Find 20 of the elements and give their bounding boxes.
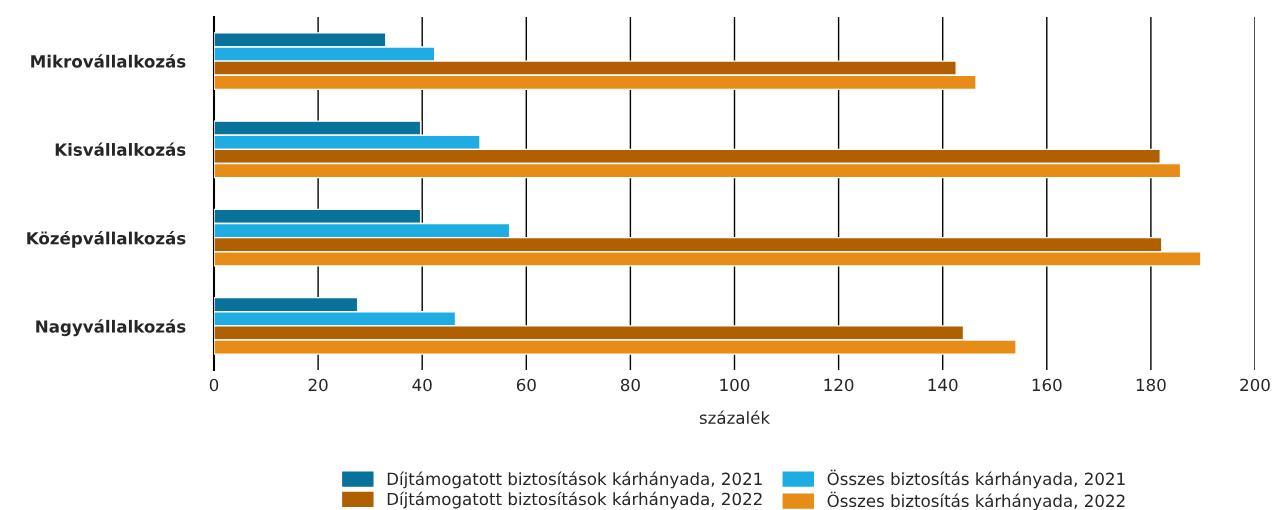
x-axis-title: százalék (699, 410, 771, 425)
legend-label: Díjtámogatott biztosítások kárhányada, 2022 (387, 491, 762, 509)
x-tick-label: 20 (308, 378, 328, 392)
y-tick-label: Mikrovállalkozás (31, 54, 186, 68)
legend-label: Díjtámogatott biztosítások kárhányada, 2021 (387, 471, 762, 489)
x-tick-label: 40 (412, 378, 432, 392)
y-tick-label: Nagyvállalkozás (36, 319, 186, 337)
legend-label: Összes biztosítás kárhányada, 2021 (827, 469, 1125, 489)
x-tick-label: 160 (1032, 378, 1062, 392)
legend-label: Összes biztosítás kárhányada, 2022 (827, 491, 1125, 510)
y-tick-label: Középvállalkozás (27, 230, 186, 248)
x-tick-label: 140 (928, 378, 958, 392)
x-tick-label: 80 (620, 378, 640, 392)
x-tick-label: 0 (209, 378, 219, 392)
y-tick-label: Kisvállalkozás (55, 142, 186, 156)
x-tick-label: 200 (1240, 378, 1270, 392)
x-tick-label: 100 (720, 378, 750, 392)
x-tick-label: 60 (516, 378, 536, 392)
x-tick-label: 120 (824, 378, 854, 392)
x-tick-label: 180 (1136, 378, 1166, 392)
